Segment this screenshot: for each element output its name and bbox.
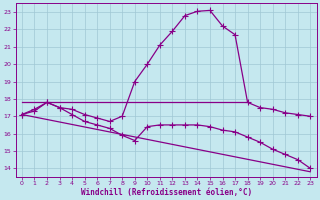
X-axis label: Windchill (Refroidissement éolien,°C): Windchill (Refroidissement éolien,°C) xyxy=(81,188,252,197)
